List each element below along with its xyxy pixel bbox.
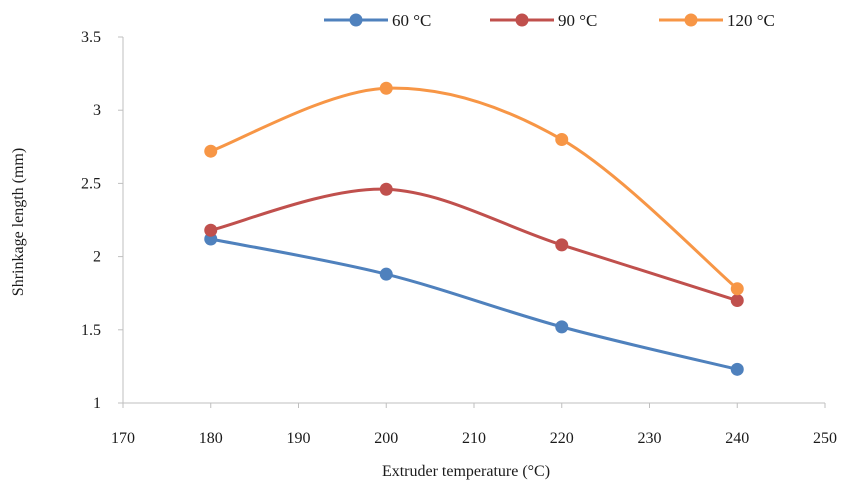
x-tick-label: 200 xyxy=(374,430,398,447)
legend-swatch-marker xyxy=(684,13,698,27)
x-tick-label: 210 xyxy=(462,430,486,447)
y-tick-label: 3.5 xyxy=(81,29,101,46)
x-tick-label: 220 xyxy=(550,430,574,447)
data-point xyxy=(379,267,393,281)
legend-item: 60 °C xyxy=(324,11,431,30)
series-1 xyxy=(204,232,744,376)
x-tick-label: 250 xyxy=(813,430,837,447)
data-point xyxy=(379,182,393,196)
data-point xyxy=(379,81,393,95)
series-2 xyxy=(204,182,744,308)
x-tick-label: 180 xyxy=(199,430,223,447)
data-point xyxy=(730,362,744,376)
data-point xyxy=(555,320,569,334)
y-axis-ticks: 1 1.5 2 2.5 3 3.5 xyxy=(81,29,123,412)
y-tick-label: 1 xyxy=(93,395,101,412)
legend: 60 °C 90 °C 120 °C xyxy=(324,11,775,30)
data-point xyxy=(204,144,218,158)
series-line xyxy=(209,237,739,371)
data-point xyxy=(555,132,569,146)
legend-item: 120 °C xyxy=(659,11,775,30)
legend-label: 60 °C xyxy=(392,11,431,30)
chart-axes xyxy=(122,37,825,404)
x-tick-label: 230 xyxy=(638,430,662,447)
x-axis-title: Extruder temperature (°C) xyxy=(382,463,550,480)
y-tick-label: 1.5 xyxy=(81,322,101,339)
data-point xyxy=(730,294,744,308)
x-tick-label: 170 xyxy=(111,430,135,447)
legend-swatch-marker xyxy=(349,13,363,27)
legend-label: 120 °C xyxy=(727,11,775,30)
x-tick-label: 190 xyxy=(287,430,311,447)
series-3 xyxy=(204,81,744,296)
y-tick-label: 2.5 xyxy=(81,175,101,192)
legend-item: 90 °C xyxy=(490,11,597,30)
y-tick-label: 2 xyxy=(93,249,101,266)
legend-label: 90 °C xyxy=(558,11,597,30)
series-line xyxy=(209,187,739,303)
x-axis-ticks: 170 180 190 200 210 220 230 240 250 xyxy=(111,403,837,447)
y-axis-title: Shrinkage length (mm) xyxy=(10,148,27,296)
legend-swatch-marker xyxy=(515,13,529,27)
series-group xyxy=(204,81,744,376)
x-tick-label: 240 xyxy=(725,430,749,447)
data-point xyxy=(730,282,744,296)
data-point xyxy=(204,223,218,237)
y-tick-label: 3 xyxy=(93,102,101,119)
series-line xyxy=(209,86,739,291)
data-point xyxy=(555,238,569,252)
